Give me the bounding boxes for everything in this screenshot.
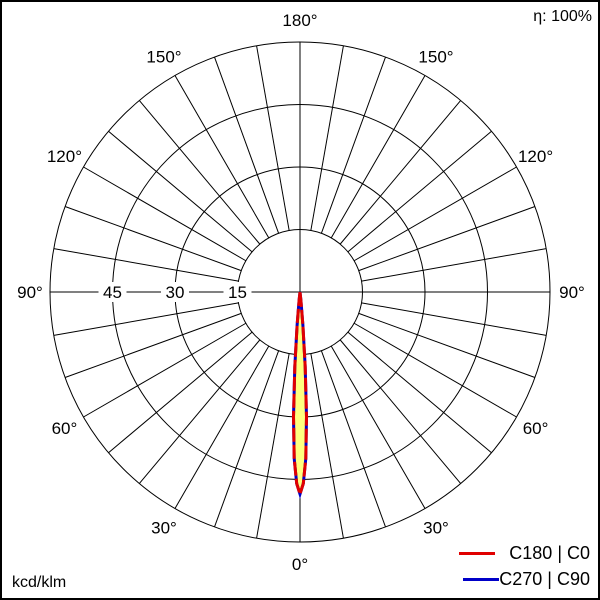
ring-label: 30 xyxy=(166,283,185,302)
grid-spoke xyxy=(64,312,242,378)
grid-spoke xyxy=(108,331,253,454)
efficiency-label: η: 100% xyxy=(533,8,592,25)
grid-spoke xyxy=(339,339,462,484)
grid-spoke xyxy=(256,353,290,539)
grid-spoke xyxy=(330,75,426,239)
ring-label-bg xyxy=(98,282,127,302)
angle-label: 120° xyxy=(518,147,553,166)
grid-spoke xyxy=(358,312,536,378)
angle-label: 90° xyxy=(17,283,43,302)
legend-swatch-blue xyxy=(463,578,500,581)
grid-spoke xyxy=(361,248,547,282)
grid-spoke xyxy=(320,350,386,528)
grid-spoke xyxy=(214,56,280,234)
grid-spoke xyxy=(347,130,492,253)
grid-spoke xyxy=(353,322,517,418)
ring-label-bg xyxy=(161,282,189,302)
grid-spoke xyxy=(108,130,253,253)
grid-spoke xyxy=(174,345,270,509)
angle-label: 90° xyxy=(559,283,585,302)
grid-spoke xyxy=(174,75,270,239)
legend-swatch-red xyxy=(459,552,496,555)
angle-label: 60° xyxy=(523,419,549,438)
grid-spoke xyxy=(64,206,242,272)
grid-spoke xyxy=(339,100,462,245)
angle-label: 180° xyxy=(282,11,317,30)
grid-spoke xyxy=(214,350,280,528)
grid-spoke xyxy=(361,302,547,336)
angle-label: 150° xyxy=(146,47,181,66)
grid-spoke xyxy=(320,56,386,234)
grid-spoke xyxy=(358,206,536,272)
grid-spoke xyxy=(53,248,239,282)
legend-label: C180 | C0 xyxy=(509,543,590,563)
ring-label: 15 xyxy=(228,283,247,302)
angle-label: 30° xyxy=(151,519,177,538)
ring-label: 45 xyxy=(103,283,122,302)
legend-item-c180-c0: C180 | C0 xyxy=(459,543,590,564)
legend-item-c270-c90: C270 | C90 xyxy=(463,569,590,590)
legend-label: C270 | C90 xyxy=(499,569,590,589)
grid-spoke xyxy=(83,322,247,418)
angle-label: 60° xyxy=(52,419,78,438)
grid-spoke xyxy=(353,166,517,262)
grid-spoke xyxy=(347,331,492,454)
curve-c180-c0 xyxy=(291,291,309,500)
grid-spoke xyxy=(138,339,261,484)
grid-spoke xyxy=(310,45,344,231)
grid-spoke xyxy=(310,353,344,539)
grid-spoke xyxy=(83,166,247,262)
angle-label: 0° xyxy=(292,555,308,574)
ring-label-bg xyxy=(223,282,252,302)
angle-label: 150° xyxy=(418,47,453,66)
angle-label: 30° xyxy=(423,519,449,538)
unit-label: kcd/klm xyxy=(12,574,67,591)
grid-spoke xyxy=(256,45,290,231)
grid-spoke xyxy=(53,302,239,336)
angle-label: 120° xyxy=(47,147,82,166)
grid-spoke xyxy=(138,100,261,245)
grid-spoke xyxy=(330,345,426,509)
